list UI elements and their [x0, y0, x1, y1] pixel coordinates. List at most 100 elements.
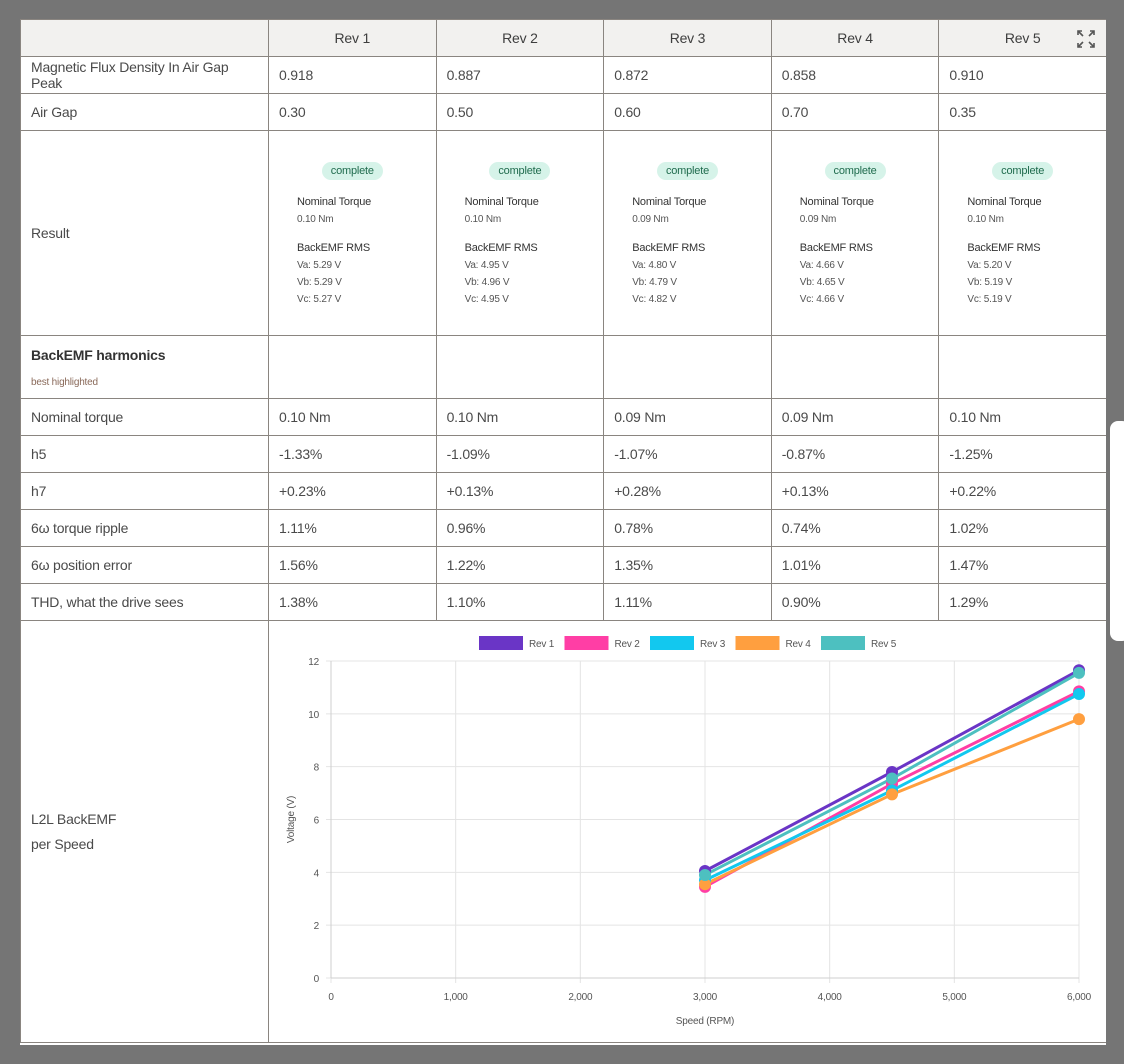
- x-tick-label: 2,000: [568, 992, 593, 1003]
- backemf-line-chart: Rev 1 Rev 2 Rev 3 Rev 4 Rev 5 0 1,000 2,000 3,0…: [286, 636, 1092, 1027]
- torque-label: Nominal Torque: [799, 196, 874, 208]
- data-point: [886, 788, 898, 801]
- x-axis-label: Speed (RPM): [676, 1016, 734, 1027]
- va-value: Va: 4.80 V: [632, 260, 677, 271]
- table-cell: 1.56%: [268, 546, 437, 584]
- torque-value: 0.10 Nm: [464, 214, 502, 225]
- legend-label: Rev 2: [615, 639, 641, 650]
- row-label: L2L BackEMF per Speed: [20, 620, 269, 1043]
- vb-value: Vb: 5.29 V: [297, 277, 342, 288]
- table-cell: -0.87%: [770, 435, 940, 473]
- x-tick-label: 0: [328, 992, 334, 1003]
- legend-swatch: [735, 636, 780, 650]
- y-tick-label: 4: [314, 868, 320, 879]
- table-cell: 0.35: [938, 93, 1106, 131]
- table-cell: 0.887: [435, 56, 605, 94]
- table-cell: 0.10 Nm: [435, 398, 605, 436]
- result-cell: complete Nominal Torque 0.10 Nm BackEMF …: [268, 130, 437, 336]
- table-cell-best: 0.90%: [770, 583, 940, 621]
- table-cell: 0.858: [770, 56, 940, 94]
- table-cell: -1.09%: [435, 435, 605, 473]
- table-cell: +0.23%: [268, 472, 437, 510]
- table-row-torque-ripple: 6ω torque ripple 1.11% 0.96% 0.78% 0.74%…: [20, 509, 1106, 547]
- vb-value: Vb: 4.96 V: [464, 277, 510, 288]
- result-cell: complete Nominal Torque 0.10 Nm BackEMF …: [938, 130, 1106, 336]
- x-tick-label: 1,000: [444, 992, 469, 1003]
- status-badge: complete: [321, 162, 383, 180]
- table-cell: 1.11%: [603, 583, 772, 621]
- status-badge: complete: [824, 162, 886, 180]
- backemf-label: BackEMF RMS: [297, 242, 370, 254]
- row-label: 6ω torque ripple: [20, 509, 269, 547]
- result-cell: complete Nominal Torque 0.09 Nm BackEMF …: [770, 130, 940, 336]
- y-tick-label: 2: [314, 921, 320, 932]
- result-cell: complete Nominal Torque 0.10 Nm BackEMF …: [435, 130, 605, 336]
- backemf-label: BackEMF RMS: [967, 242, 1041, 254]
- column-header-rev5: Rev 5: [938, 19, 1106, 57]
- chart-row-label-line2: per Speed: [31, 835, 94, 852]
- backemf-label: BackEMF RMS: [799, 242, 873, 254]
- section-row-harmonics: BackEMF harmonics best highlighted: [20, 335, 1106, 399]
- torque-value: 0.10 Nm: [297, 214, 334, 225]
- row-label: 6ω position error: [20, 546, 269, 584]
- vb-value: Vb: 4.79 V: [632, 277, 677, 288]
- table-cell: -1.33%: [268, 435, 437, 473]
- x-tick-label: 4,000: [818, 992, 843, 1003]
- side-scroll-handle[interactable]: [1110, 421, 1124, 641]
- table-cell: +0.22%: [938, 472, 1106, 510]
- table-cell: [603, 335, 772, 399]
- data-point: [699, 868, 711, 881]
- column-header-rev3: Rev 3: [603, 19, 772, 57]
- va-value: Va: 4.66 V: [799, 260, 844, 271]
- data-point: [1073, 713, 1085, 726]
- table-row-flux: Magnetic Flux Density In Air Gap Peak 0.…: [20, 56, 1106, 94]
- table-cell: -1.25%: [938, 435, 1106, 473]
- legend-label: Rev 5: [871, 639, 897, 650]
- table-cell: 0.918: [268, 56, 437, 94]
- table-cell: 1.02%: [938, 509, 1106, 547]
- section-header: BackEMF harmonics best highlighted: [20, 335, 269, 399]
- chart-axes: 0 1,000 2,000 3,000 4,000 5,000 6,000 0 2 4 6 8 10 12: [308, 657, 1092, 1003]
- table-row-result: Result complete Nominal Torque 0.10 Nm B…: [20, 130, 1106, 336]
- chart-grid: [326, 660, 1080, 983]
- chart-cell: Rev 1 Rev 2 Rev 3 Rev 4 Rev 5 0 1,000 2,000 3,0…: [268, 620, 1106, 1043]
- x-tick-label: 6,000: [1067, 992, 1092, 1003]
- column-header-rev1: Rev 1: [268, 19, 437, 57]
- vc-value: Vc: 5.27 V: [297, 294, 342, 305]
- torque-value: 0.09 Nm: [799, 214, 837, 225]
- table-row-thd: THD, what the drive sees 1.38% 1.10% 1.1…: [20, 583, 1106, 621]
- status-badge: complete: [992, 162, 1054, 180]
- table-row-h7: h7 +0.23% +0.13% +0.28% +0.13% +0.22%: [20, 472, 1106, 510]
- data-point: [699, 878, 711, 891]
- vc-value: Vc: 4.95 V: [464, 294, 509, 305]
- va-value: Va: 4.95 V: [464, 260, 509, 271]
- column-header-rev5-label: Rev 5: [1004, 30, 1041, 46]
- table-cell: 1.35%: [603, 546, 772, 584]
- torque-label: Nominal Torque: [297, 196, 372, 208]
- series-line: [704, 717, 1080, 886]
- status-badge: complete: [656, 162, 718, 180]
- data-point: [1073, 666, 1085, 679]
- chart-row-label-line1: L2L BackEMF: [31, 810, 117, 827]
- table-cell: 1.10%: [435, 583, 605, 621]
- chart-series: [699, 664, 1085, 893]
- table-cell: 0.78%: [603, 509, 772, 547]
- table-cell: [268, 335, 437, 399]
- section-subtitle: best highlighted: [31, 376, 98, 388]
- table-cell: 1.29%: [938, 583, 1106, 621]
- row-label: Result: [20, 130, 269, 336]
- y-tick-label: 6: [314, 816, 320, 827]
- row-label: THD, what the drive sees: [20, 583, 269, 621]
- table-row-airgap: Air Gap 0.30 0.50 0.60 0.70 0.35: [20, 93, 1106, 131]
- table-cell: 0.70: [770, 93, 940, 131]
- table-cell-best: 1.01%: [770, 546, 940, 584]
- table-row-h5: h5 -1.33% -1.09% -1.07% -0.87% -1.25%: [20, 435, 1106, 473]
- legend-label: Rev 4: [786, 639, 812, 650]
- table-cell: 0.50: [435, 93, 605, 131]
- section-title: BackEMF harmonics: [31, 346, 166, 363]
- expand-icon[interactable]: [1076, 29, 1096, 49]
- torque-label: Nominal Torque: [464, 196, 539, 208]
- data-point: [1073, 688, 1085, 701]
- vb-value: Vb: 5.19 V: [967, 277, 1013, 288]
- table-cell: 1.47%: [938, 546, 1106, 584]
